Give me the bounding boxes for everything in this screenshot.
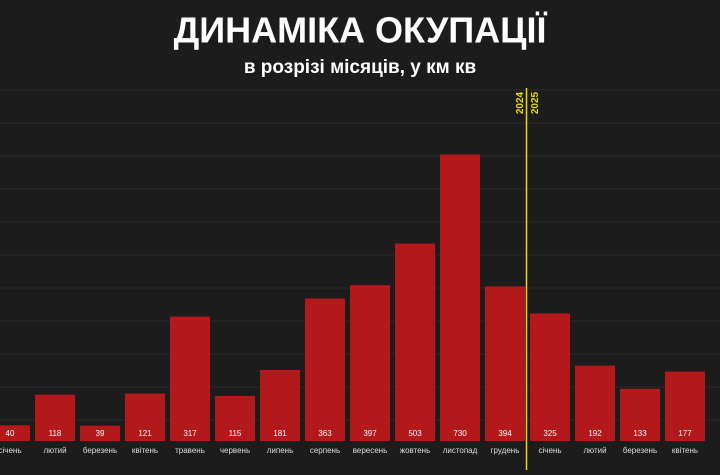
value-label: 317 [183, 429, 197, 438]
bar [485, 286, 525, 441]
bar [395, 243, 435, 441]
x-tick-label: березень [83, 446, 117, 455]
x-tick-label: жовтень [400, 446, 430, 455]
value-label: 39 [96, 429, 105, 438]
x-tick-label: вересень [353, 446, 388, 455]
value-label: 503 [408, 429, 422, 438]
value-label: 177 [678, 429, 692, 438]
x-tick-label: листопад [443, 446, 478, 455]
value-label: 394 [498, 429, 512, 438]
value-label: 40 [6, 429, 15, 438]
x-tick-label: червень [220, 446, 250, 455]
bar [530, 313, 570, 441]
x-tick-label: серпень [310, 446, 340, 455]
bar [80, 425, 120, 441]
bar [575, 365, 615, 441]
bar [35, 394, 75, 441]
value-label: 133 [633, 429, 647, 438]
year-label: 2024 [515, 91, 526, 114]
bar [170, 316, 210, 441]
x-tick-label: липень [267, 446, 294, 455]
x-tick-label: квітень [132, 446, 158, 455]
bar [215, 395, 255, 441]
value-label: 730 [453, 429, 467, 438]
x-tick-label: лютий [583, 446, 606, 455]
x-tick-label: січень [539, 446, 562, 455]
x-tick-label: лютий [43, 446, 66, 455]
bar [260, 369, 300, 441]
chart-subtitle: в розрізі місяців, у км кв [244, 57, 476, 78]
bar [665, 371, 705, 441]
bar [0, 425, 30, 441]
x-tick-label: березень [623, 446, 657, 455]
x-tick-label: травень [175, 446, 205, 455]
x-tick-label: квітень [672, 446, 698, 455]
value-label: 325 [543, 429, 557, 438]
bar [350, 285, 390, 441]
bar [440, 154, 480, 441]
bar [125, 393, 165, 441]
value-label: 192 [588, 429, 602, 438]
x-tick-label: грудень [491, 446, 520, 455]
chart-title: ДИНАМІКА ОКУПАЦІЇ [174, 10, 548, 51]
bar [620, 388, 660, 441]
x-tick-label: січень [0, 446, 21, 455]
value-label: 397 [363, 429, 377, 438]
bar [305, 298, 345, 441]
value-label: 363 [318, 429, 332, 438]
value-label: 121 [138, 429, 152, 438]
value-label: 118 [49, 429, 62, 438]
value-label: 181 [273, 429, 287, 438]
year-label: 2025 [530, 91, 541, 114]
value-label: 115 [229, 429, 242, 438]
